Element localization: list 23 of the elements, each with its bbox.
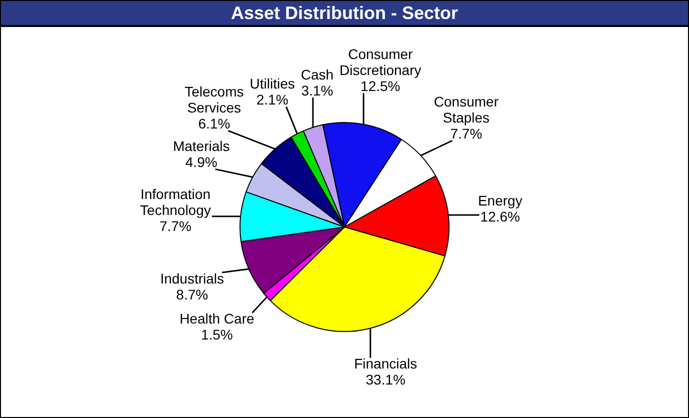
slice-label: Materials — [172, 138, 230, 154]
data-label: 7.7% — [160, 218, 192, 234]
slice-label: Telecoms Services — [184, 84, 244, 116]
slice-label: Consumer Discretionary — [340, 46, 422, 78]
data-label: 7.7% — [450, 125, 482, 142]
slice-label: Health Care — [180, 310, 254, 327]
data-label: 1.5% — [200, 326, 233, 343]
data-label: 6.1% — [198, 116, 230, 132]
data-label: 12.5% — [360, 78, 400, 94]
slice-label: Information Technology — [140, 186, 211, 218]
slice-label: Utilities — [250, 76, 295, 92]
data-label: 33.1% — [366, 372, 406, 388]
data-label: 12.6% — [480, 208, 520, 225]
data-label: 8.7% — [176, 286, 208, 302]
data-label: 4.9% — [185, 154, 218, 170]
data-label: 3.1% — [301, 82, 334, 98]
slice-label: Financials — [354, 356, 418, 372]
slice-label: Energy — [478, 192, 522, 209]
slice-label: Consumer Staples — [434, 93, 499, 126]
chart-title: Asset Distribution - Sector — [1, 1, 688, 27]
slice-label: Industrials — [160, 270, 224, 286]
data-label: 2.1% — [256, 92, 288, 108]
slice-label: Cash — [300, 66, 334, 82]
